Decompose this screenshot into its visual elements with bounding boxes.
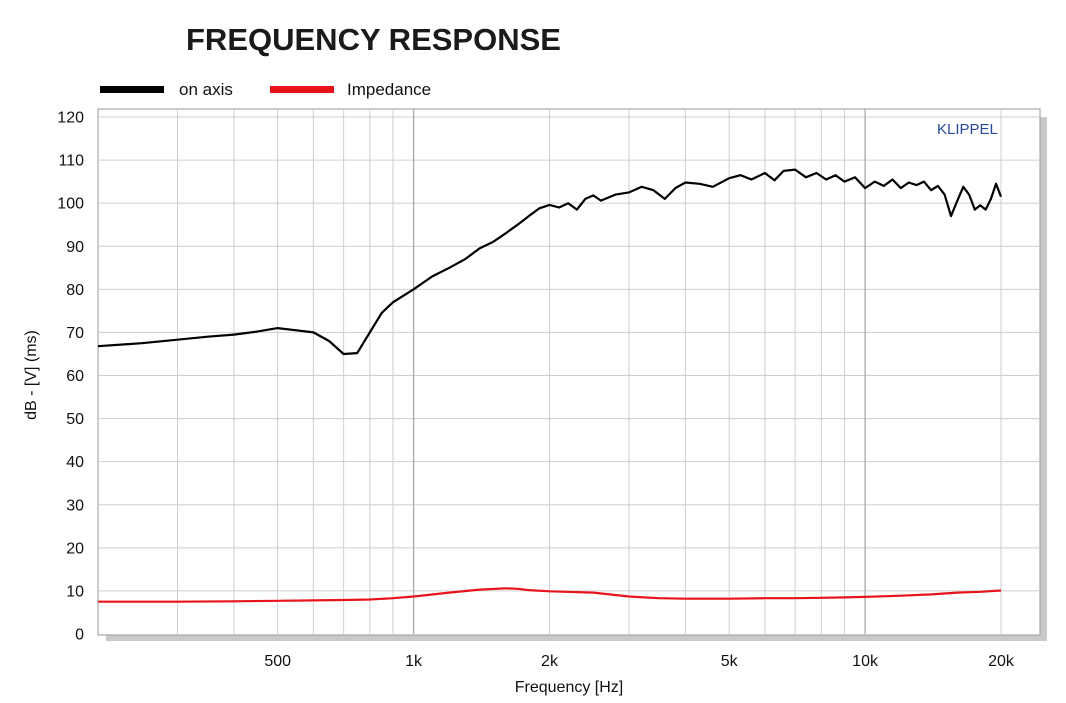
y-tick-label: 40 [66,454,84,471]
y-tick-label: 90 [66,239,84,256]
y-tick-label: 50 [66,411,84,428]
chart-title: FREQUENCY RESPONSE [186,22,561,57]
y-tick-label: 30 [66,497,84,514]
x-tick-label: 500 [264,653,291,670]
y-tick-label: 80 [66,282,84,299]
legend: on axis Impedance [100,80,431,99]
x-tick-label: 2k [541,653,559,670]
y-tick-labels: 0 10 20 30 40 50 60 70 80 90 100 110 120 [57,110,84,644]
x-tick-label: 5k [721,653,739,670]
plot-area [97,108,1041,636]
legend-label-impedance: Impedance [347,80,431,99]
y-tick-label: 0 [75,627,84,644]
y-tick-label: 20 [66,540,84,557]
legend-swatch-impedance [270,86,334,93]
y-axis-title: dB - [V] (ms) [23,330,40,420]
x-tick-label: 20k [988,653,1015,670]
x-tick-label: 10k [852,653,879,670]
klippel-brand-label: KLIPPEL [937,121,998,138]
series-layer [97,168,1003,603]
legend-label-on-axis: on axis [179,80,233,99]
y-tick-label: 60 [66,368,84,385]
series-impedance-line [98,587,1002,603]
legend-swatch-on-axis [100,86,164,93]
y-tick-label: 100 [57,196,84,213]
y-tick-label: 120 [57,110,84,127]
y-tick-label: 70 [66,325,84,342]
x-tick-label: 1k [405,653,423,670]
y-tick-label: 10 [66,583,84,600]
x-tick-labels: 500 1k 2k 5k 10k 20k [264,653,1015,670]
series-on-axis-line [97,168,1003,356]
x-axis-title: Frequency [Hz] [515,679,623,696]
y-tick-label: 110 [58,153,84,170]
